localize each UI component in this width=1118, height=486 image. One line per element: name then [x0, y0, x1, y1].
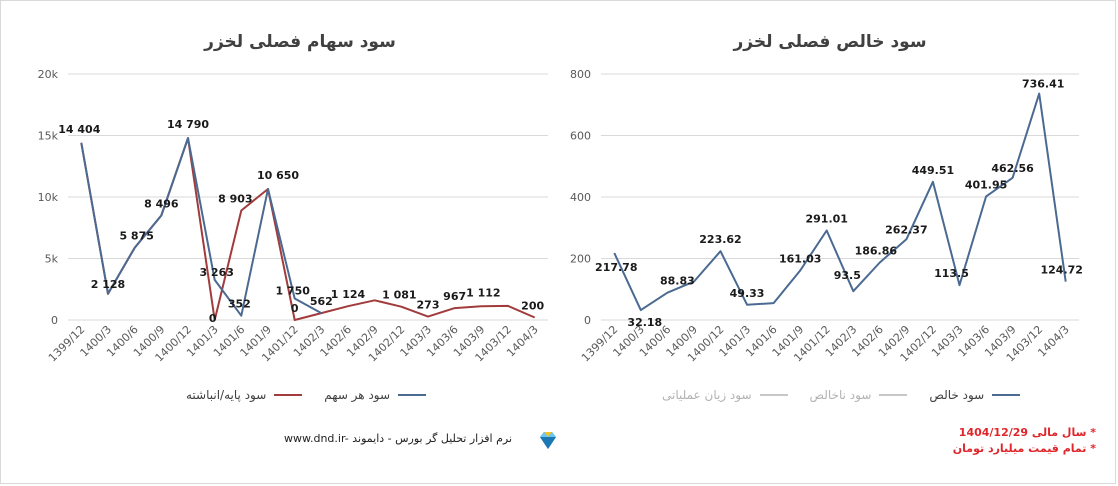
- data-label: 217.78: [595, 261, 637, 274]
- data-label: 3 263: [199, 266, 233, 279]
- data-label: 352: [228, 298, 251, 311]
- legend-swatch-base: [274, 394, 303, 396]
- note-fiscal-year: * سال مالی 1404/12/29: [958, 426, 1096, 439]
- data-label: 124.72: [1040, 264, 1082, 277]
- data-label: 186.86: [855, 245, 898, 258]
- legend-item-eps[interactable]: سود هر سهم: [324, 388, 427, 402]
- legend-item-gross-profit[interactable]: سود ناخالص: [810, 388, 908, 402]
- data-label: 1 112: [466, 286, 500, 299]
- data-label: 88.83: [660, 275, 695, 288]
- series-line: [613, 92, 1067, 312]
- data-label: 967: [443, 290, 466, 303]
- y-tick-label: 0: [584, 314, 591, 327]
- legend-swatch-net-profit: [992, 394, 1021, 396]
- diamond-logo-icon: [540, 432, 556, 449]
- legend-swatch-gross-profit: [879, 394, 908, 396]
- notes: * سال مالی 1404/12/29 * تمام قیمت میلیار…: [953, 425, 1096, 457]
- y-tick-label: 800: [570, 68, 591, 81]
- data-label: 736.41: [1022, 78, 1064, 91]
- data-label: 113.5: [934, 267, 969, 280]
- data-label: 10 650: [257, 169, 299, 182]
- data-label: 0: [291, 302, 299, 315]
- data-label: 291.01: [805, 213, 847, 226]
- left-chart-title: سود سهام فصلی لخزر: [204, 32, 396, 52]
- data-label: 1 081: [382, 289, 416, 302]
- note-currency: * تمام قیمت میلیارد تومان: [952, 442, 1096, 455]
- y-tick-label: 15k: [38, 130, 59, 143]
- legend-label-operating-profit: سود زیان عملیاتی: [662, 388, 752, 402]
- x-tick-label: 1399/12: [579, 323, 621, 365]
- data-label: 401.95: [965, 178, 1007, 191]
- y-tick-label: 200: [570, 253, 591, 266]
- data-label: 449.51: [912, 164, 954, 177]
- legend-item-net-profit[interactable]: سود خالص: [929, 388, 1021, 402]
- data-label: 14 404: [58, 123, 100, 136]
- y-tick-label: 20k: [38, 68, 59, 81]
- legend-item-base[interactable]: سود پایه/انباشته: [186, 388, 303, 402]
- data-label: 93.5: [834, 269, 861, 282]
- data-label: 14 790: [167, 118, 209, 131]
- data-label: 262.37: [885, 223, 927, 236]
- y-tick-label: 0: [51, 314, 58, 327]
- left-chart: 05k10k15k20k1399/121400/31400/61400/9140…: [38, 68, 548, 365]
- data-label: 562: [310, 295, 333, 308]
- legend-swatch-operating-profit: [759, 394, 788, 396]
- data-label: 200: [521, 300, 544, 313]
- y-tick-label: 10k: [38, 191, 59, 204]
- right-chart: 02004006008001399/121400/31400/61400/914…: [570, 68, 1083, 365]
- legend-label-base: سود پایه/انباشته: [186, 388, 267, 402]
- data-label: 8 903: [218, 192, 252, 205]
- data-label: 1 124: [331, 288, 366, 301]
- legend-swatch-eps: [398, 394, 427, 396]
- legend-item-operating-profit[interactable]: سود زیان عملیاتی: [662, 388, 788, 402]
- x-tick-label: 1399/12: [46, 323, 88, 365]
- data-label: 32.18: [627, 316, 662, 329]
- data-label: 0: [209, 312, 217, 325]
- footer-text: www.dnd.ir- نرم افزار تحلیل گر بورس - دا…: [284, 432, 513, 445]
- y-tick-label: 600: [570, 130, 591, 143]
- data-label: 273: [417, 299, 440, 312]
- data-label: 223.62: [699, 233, 741, 246]
- data-label: 49.33: [730, 287, 765, 300]
- right-chart-legend: سود خالص سود ناخالص سود زیان عملیاتی: [662, 388, 1021, 402]
- data-label: 462.56: [991, 162, 1034, 175]
- left-chart-legend: سود هر سهم سود پایه/انباشته: [186, 388, 427, 402]
- series-line: [80, 137, 322, 317]
- right-chart-title: سود خالص فصلی لخزر: [733, 32, 927, 52]
- y-tick-label: 400: [570, 191, 591, 204]
- data-label: 5 875: [119, 230, 153, 243]
- legend-label-gross-profit: سود ناخالص: [809, 388, 872, 402]
- legend-label-net-profit: سود خالص: [929, 388, 985, 402]
- legend-label-eps: سود هر سهم: [324, 388, 391, 402]
- data-label: 1 750: [275, 284, 310, 297]
- data-label: 2 128: [91, 278, 125, 291]
- data-label: 8 496: [144, 197, 179, 210]
- y-tick-label: 5k: [45, 253, 59, 266]
- data-label: 161.03: [779, 252, 821, 265]
